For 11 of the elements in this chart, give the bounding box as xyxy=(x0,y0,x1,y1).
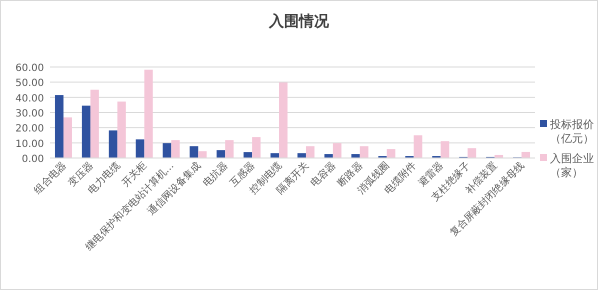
y-tick-label: 0.00 xyxy=(22,154,44,165)
y-tick-label: 10.00 xyxy=(15,138,44,150)
y-tick-label: 60.00 xyxy=(15,63,44,74)
y-tick-label: 50.00 xyxy=(15,78,44,90)
y-tick-label: 20.00 xyxy=(15,124,44,135)
legend-label: 入围企业（家） xyxy=(550,152,594,179)
y-tick-label: 40.00 xyxy=(15,93,44,104)
y-tick-label: 30.00 xyxy=(15,108,44,120)
chart-title: 入围情况 xyxy=(268,12,330,30)
legend-label: 投标报价（亿元） xyxy=(549,118,594,145)
x-tick-label: 电抗器 xyxy=(200,160,230,190)
